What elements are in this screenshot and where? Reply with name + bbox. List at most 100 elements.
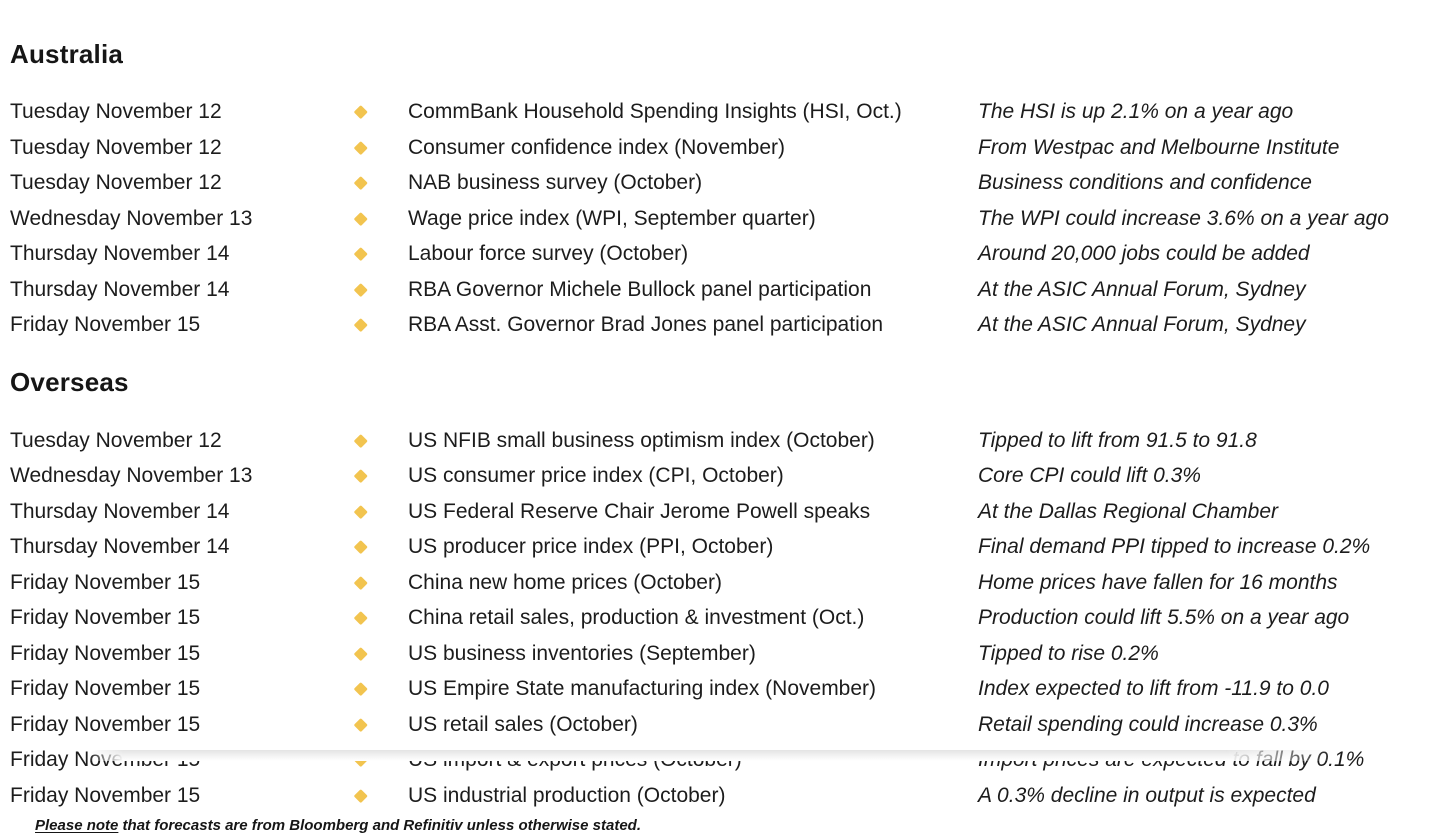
bullet-cell — [350, 494, 372, 530]
bottom-shadow-bar — [88, 750, 1336, 761]
event-title: RBA Asst. Governor Brad Jones panel part… — [408, 313, 884, 337]
event-forecast-comment: Home prices have fallen for 16 months — [978, 570, 1338, 594]
diamond-bullet-icon — [354, 176, 368, 190]
diamond-bullet-icon — [354, 611, 368, 625]
calendar-row: Thursday November 14 RBA Governor Michel… — [10, 272, 1432, 308]
event-forecast-comment: The HSI is up 2.1% on a year ago — [978, 100, 1294, 124]
diamond-bullet-icon — [354, 540, 368, 554]
event-forecast-comment: Final demand PPI tipped to increase 0.2% — [978, 535, 1371, 559]
event-title: US consumer price index (CPI, October) — [408, 464, 784, 488]
bullet-cell — [350, 636, 372, 672]
calendar-row: Thursday November 14 Labour force survey… — [10, 236, 1432, 272]
calendar-row: Thursday November 14 US Federal Reserve … — [10, 494, 1432, 530]
event-title: Wage price index (WPI, September quarter… — [408, 206, 816, 230]
diamond-bullet-icon — [354, 575, 368, 590]
calendar-section: Overseas Tuesday November 12 US NFIB sma… — [10, 364, 1432, 813]
event-forecast-comment: Tipped to lift from 91.5 to 91.8 — [978, 428, 1257, 452]
diamond-bullet-icon — [354, 788, 368, 803]
diamond-bullet-icon — [354, 140, 368, 155]
event-forecast-comment: A 0.3% decline in output is expected — [978, 783, 1316, 807]
calendar-row: Friday November 15 US Empire State manuf… — [10, 671, 1432, 707]
calendar-row: Friday November 15 US business inventori… — [10, 636, 1432, 672]
diamond-bullet-icon — [354, 469, 368, 483]
event-date: Thursday November 14 — [10, 535, 230, 559]
diamond-bullet-icon — [354, 211, 368, 226]
event-forecast-comment: Index expected to lift from -11.9 to 0.0 — [978, 677, 1329, 701]
event-forecast-comment: Retail spending could increase 0.3% — [978, 712, 1318, 736]
event-title: RBA Governor Michele Bullock panel parti… — [408, 277, 872, 301]
event-forecast-comment: Business conditions and confidence — [978, 171, 1312, 195]
event-title: US business inventories (September) — [408, 641, 756, 665]
calendar-sections: Australia Tuesday November 12 CommBank H… — [10, 36, 1432, 814]
event-title: US NFIB small business optimism index (O… — [408, 428, 875, 452]
bullet-cell — [350, 600, 372, 636]
event-title: Consumer confidence index (November) — [408, 135, 786, 159]
calendar-row: Wednesday November 13 US consumer price … — [10, 458, 1432, 494]
bullet-cell — [350, 130, 372, 166]
event-date: Tuesday November 12 — [10, 428, 222, 452]
calendar-row: Friday November 15 US industrial product… — [10, 778, 1432, 814]
event-forecast-comment: At the ASIC Annual Forum, Sydney — [978, 277, 1306, 301]
diamond-bullet-icon — [354, 504, 368, 519]
calendar-row: Tuesday November 12 CommBank Household S… — [10, 94, 1432, 130]
event-date: Tuesday November 12 — [10, 135, 222, 159]
diamond-bullet-icon — [354, 318, 368, 332]
event-date: Friday November 15 — [10, 783, 201, 807]
calendar-row: Wednesday November 13 Wage price index (… — [10, 201, 1432, 237]
event-title: Labour force survey (October) — [408, 242, 689, 266]
bullet-cell — [350, 458, 372, 494]
event-forecast-comment: At the ASIC Annual Forum, Sydney — [978, 313, 1306, 337]
event-forecast-comment: At the Dallas Regional Chamber — [978, 499, 1278, 523]
bullet-cell — [350, 94, 372, 130]
event-date: Friday November 15 — [10, 641, 201, 665]
calendar-row: Friday November 15 RBA Asst. Governor Br… — [10, 307, 1432, 343]
event-date: Wednesday November 13 — [10, 464, 253, 488]
bullet-cell — [350, 778, 372, 814]
event-title: US producer price index (PPI, October) — [408, 535, 774, 559]
event-title: China retail sales, production & investm… — [408, 606, 865, 630]
event-title: US Empire State manufacturing index (Nov… — [408, 677, 877, 701]
event-date: Friday November 15 — [10, 712, 201, 736]
event-date: Friday November 15 — [10, 677, 201, 701]
section-title: Overseas — [10, 367, 129, 398]
event-date: Thursday November 14 — [10, 242, 230, 266]
diamond-bullet-icon — [354, 105, 368, 119]
event-title: US industrial production (October) — [408, 783, 726, 807]
event-title: CommBank Household Spending Insights (HS… — [408, 100, 902, 124]
calendar-row: Tuesday November 12 NAB business survey … — [10, 165, 1432, 201]
footer-note: Please note that forecasts are from Bloo… — [35, 817, 1432, 835]
bullet-cell — [350, 236, 372, 272]
bullet-cell — [350, 565, 372, 601]
event-title: NAB business survey (October) — [408, 171, 703, 195]
diamond-bullet-icon — [354, 717, 368, 732]
calendar-row: Tuesday November 12 US NFIB small busine… — [10, 423, 1432, 459]
event-date: Tuesday November 12 — [10, 171, 222, 195]
event-title: US retail sales (October) — [408, 712, 638, 736]
event-date: Friday November 15 — [10, 570, 201, 594]
event-forecast-comment: From Westpac and Melbourne Institute — [978, 135, 1340, 159]
bullet-cell — [350, 272, 372, 308]
calendar-row: Friday November 15 China retail sales, p… — [10, 600, 1432, 636]
bullet-cell — [350, 671, 372, 707]
event-forecast-comment: Tipped to rise 0.2% — [978, 641, 1159, 665]
event-date: Wednesday November 13 — [10, 206, 253, 230]
bullet-cell — [350, 707, 372, 743]
bullet-cell — [350, 201, 372, 237]
diamond-bullet-icon — [354, 682, 368, 696]
bullet-cell — [350, 423, 372, 459]
event-date: Thursday November 14 — [10, 499, 230, 523]
event-forecast-comment: Core CPI could lift 0.3% — [978, 464, 1201, 488]
event-forecast-comment: Around 20,000 jobs could be added — [978, 242, 1310, 266]
diamond-bullet-icon — [354, 433, 368, 448]
event-date: Thursday November 14 — [10, 277, 230, 301]
section-rows: Tuesday November 12 CommBank Household S… — [10, 94, 1432, 343]
event-forecast-comment: Production could lift 5.5% on a year ago — [978, 606, 1350, 630]
event-date: Tuesday November 12 — [10, 100, 222, 124]
calendar-row: Tuesday November 12 Consumer confidence … — [10, 130, 1432, 166]
event-date: Friday November 15 — [10, 313, 201, 337]
event-date: Friday November 15 — [10, 606, 201, 630]
section-title: Australia — [10, 38, 124, 69]
footer-note-lead: Please note — [35, 817, 119, 835]
calendar-section: Australia Tuesday November 12 CommBank H… — [10, 36, 1432, 343]
